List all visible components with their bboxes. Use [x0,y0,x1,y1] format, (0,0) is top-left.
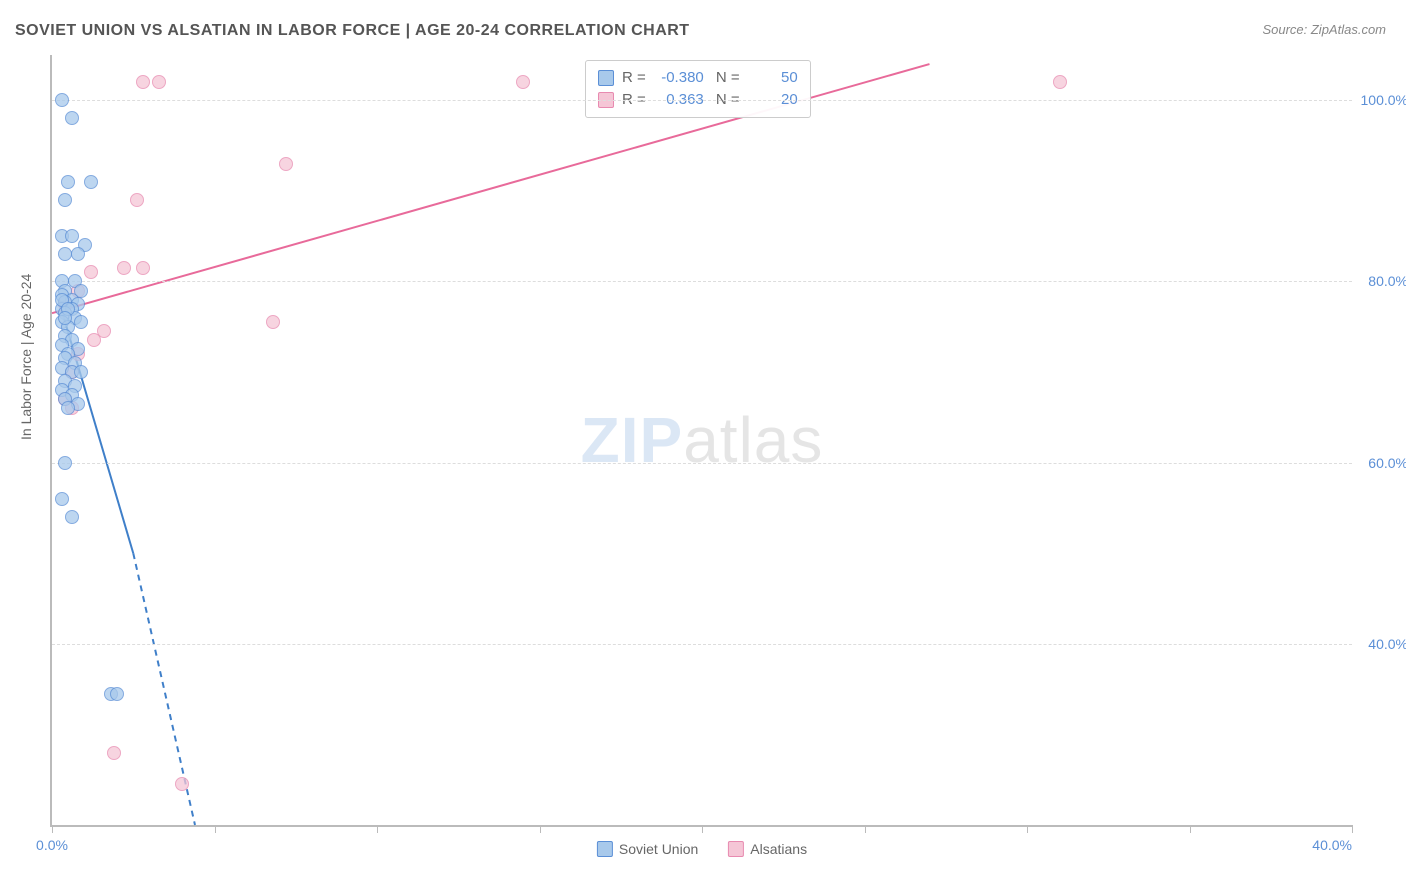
data-point-soviet [84,175,98,189]
data-point-soviet [65,111,79,125]
y-tick-label: 40.0% [1358,636,1406,652]
data-point-soviet [61,175,75,189]
legend-item-soviet: Soviet Union [597,841,698,857]
stats-n-label: N = [712,67,740,89]
data-point-soviet [58,311,72,325]
stats-row-soviet: R = -0.380 N = 50 [598,67,798,89]
x-tick [377,825,378,833]
chart-container: SOVIET UNION VS ALSATIAN IN LABOR FORCE … [0,0,1406,892]
stats-n-soviet: 50 [748,67,798,89]
gridline [52,281,1352,282]
data-point-alsatian [1053,75,1067,89]
data-point-alsatian [117,261,131,275]
data-point-alsatian [279,157,293,171]
x-tick [52,825,53,833]
data-point-alsatian [107,746,121,760]
data-point-soviet [65,229,79,243]
data-point-alsatian [152,75,166,89]
x-tick [702,825,703,833]
data-point-soviet [58,456,72,470]
data-point-soviet [55,492,69,506]
legend-label-soviet: Soviet Union [619,841,698,857]
stats-legend: R = -0.380 N = 50 R = 0.363 N = 20 [585,60,811,118]
x-tick [540,825,541,833]
gridline [52,644,1352,645]
legend-item-alsatian: Alsatians [728,841,807,857]
data-point-soviet [110,687,124,701]
x-tick-label: 0.0% [36,837,68,853]
x-tick [215,825,216,833]
data-point-soviet [74,365,88,379]
data-point-alsatian [87,333,101,347]
x-tick [1352,825,1353,833]
data-point-soviet [55,93,69,107]
legend-swatch-alsatian [728,841,744,857]
legend-label-alsatian: Alsatians [750,841,807,857]
data-point-alsatian [130,193,144,207]
data-point-alsatian [136,261,150,275]
watermark-zip: ZIP [581,404,684,476]
source-label: Source: ZipAtlas.com [1262,22,1386,37]
y-axis-title: In Labor Force | Age 20-24 [18,274,34,440]
data-point-soviet [74,315,88,329]
data-point-alsatian [175,777,189,791]
data-point-soviet [71,247,85,261]
y-tick-label: 100.0% [1358,92,1406,108]
x-tick [1190,825,1191,833]
data-point-soviet [58,247,72,261]
y-tick-label: 60.0% [1358,455,1406,471]
gridline [52,463,1352,464]
legend-bottom: Soviet Union Alsatians [597,841,807,857]
watermark-atlas: atlas [683,404,823,476]
trend-lines [52,55,1352,825]
stats-r-label: R = [622,67,646,89]
data-point-soviet [58,193,72,207]
swatch-soviet [598,70,614,86]
gridline [52,100,1352,101]
data-point-soviet [61,401,75,415]
y-tick-label: 80.0% [1358,273,1406,289]
plot-area: ZIPatlas R = -0.380 N = 50 R = 0.363 N =… [50,55,1352,827]
x-tick [865,825,866,833]
legend-swatch-soviet [597,841,613,857]
data-point-alsatian [516,75,530,89]
x-tick-label: 40.0% [1312,837,1352,853]
data-point-soviet [65,510,79,524]
data-point-alsatian [136,75,150,89]
data-point-alsatian [266,315,280,329]
watermark: ZIPatlas [581,403,824,477]
chart-title: SOVIET UNION VS ALSATIAN IN LABOR FORCE … [15,22,690,40]
stats-r-soviet: -0.380 [654,67,704,89]
x-tick [1027,825,1028,833]
data-point-alsatian [84,265,98,279]
